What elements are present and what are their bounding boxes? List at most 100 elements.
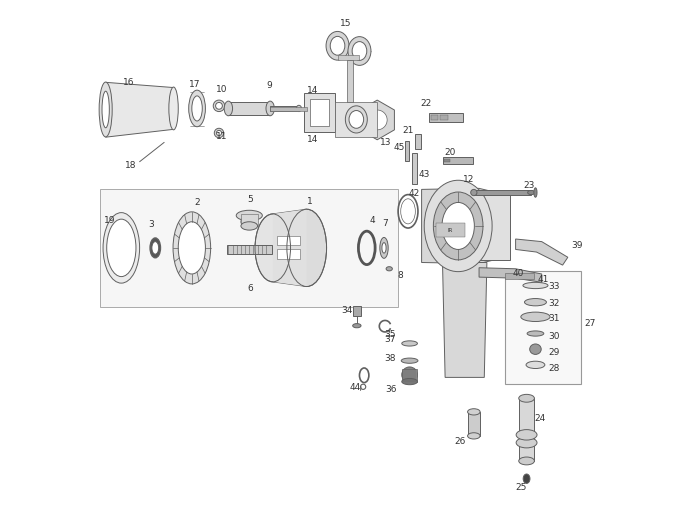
Polygon shape [479, 268, 542, 282]
Text: 23: 23 [523, 181, 535, 190]
Text: 13: 13 [380, 138, 391, 147]
Text: 44: 44 [349, 383, 360, 392]
Text: 22: 22 [420, 99, 431, 108]
Bar [347, 60, 353, 102]
Ellipse shape [215, 102, 222, 109]
Text: 12: 12 [463, 175, 474, 184]
Bar [441, 114, 447, 120]
Text: 32: 32 [548, 299, 560, 308]
Text: 19: 19 [104, 216, 115, 225]
Bar [277, 249, 300, 259]
Text: 9: 9 [266, 81, 272, 90]
Text: 31: 31 [548, 314, 560, 323]
Bar [443, 157, 473, 164]
Bar [479, 195, 510, 260]
Ellipse shape [255, 214, 291, 282]
Bar [505, 271, 581, 384]
Ellipse shape [266, 101, 275, 116]
Ellipse shape [468, 433, 480, 439]
Ellipse shape [216, 130, 222, 135]
Ellipse shape [353, 323, 361, 328]
Ellipse shape [530, 344, 541, 354]
Polygon shape [360, 100, 395, 140]
Ellipse shape [102, 91, 109, 128]
Ellipse shape [367, 110, 387, 130]
Text: 41: 41 [537, 275, 549, 284]
Ellipse shape [526, 361, 545, 369]
Bar [229, 102, 270, 115]
Ellipse shape [214, 128, 224, 138]
Ellipse shape [470, 190, 477, 196]
Bar [353, 307, 361, 316]
Bar [505, 273, 534, 279]
Text: 2: 2 [194, 198, 200, 207]
Text: 18: 18 [125, 161, 136, 171]
Ellipse shape [527, 331, 544, 336]
Ellipse shape [468, 409, 480, 415]
Ellipse shape [516, 437, 537, 448]
Ellipse shape [352, 41, 367, 60]
Ellipse shape [523, 282, 548, 289]
Ellipse shape [401, 367, 418, 383]
Ellipse shape [401, 379, 418, 385]
Bar [270, 107, 307, 111]
Ellipse shape [152, 242, 159, 254]
Text: 21: 21 [402, 127, 414, 135]
Text: 14: 14 [307, 86, 319, 94]
Bar [277, 236, 300, 245]
Text: 1: 1 [307, 197, 313, 206]
Ellipse shape [236, 211, 262, 220]
Text: 28: 28 [548, 364, 560, 373]
Bar [519, 398, 534, 461]
Text: 17: 17 [189, 80, 200, 89]
Ellipse shape [178, 222, 206, 274]
Ellipse shape [349, 111, 364, 128]
Bar [335, 117, 347, 121]
Ellipse shape [192, 96, 202, 121]
Text: 42: 42 [408, 189, 420, 198]
Text: 8: 8 [398, 271, 404, 280]
Ellipse shape [524, 299, 546, 306]
Text: 30: 30 [548, 332, 560, 341]
Ellipse shape [346, 106, 367, 133]
Ellipse shape [523, 474, 530, 484]
Bar [337, 55, 360, 60]
Polygon shape [273, 209, 307, 287]
Bar [412, 153, 418, 184]
Bar [335, 102, 377, 137]
Text: 33: 33 [548, 282, 560, 291]
Ellipse shape [189, 90, 206, 127]
Ellipse shape [442, 203, 475, 249]
Text: 43: 43 [419, 170, 431, 179]
Text: 5: 5 [247, 195, 253, 204]
Text: 40: 40 [513, 269, 524, 278]
Ellipse shape [516, 429, 537, 440]
Ellipse shape [103, 213, 139, 283]
Ellipse shape [401, 199, 415, 224]
Polygon shape [106, 82, 174, 137]
Text: 25: 25 [516, 482, 527, 491]
Bar [431, 114, 438, 120]
Ellipse shape [534, 188, 537, 197]
Text: 20: 20 [444, 149, 456, 158]
Text: 37: 37 [385, 335, 396, 344]
Ellipse shape [326, 32, 349, 60]
Ellipse shape [382, 243, 386, 253]
Ellipse shape [380, 237, 388, 258]
Ellipse shape [150, 238, 160, 258]
Text: 29: 29 [548, 348, 560, 357]
Text: 34: 34 [342, 306, 353, 315]
Bar [405, 141, 409, 161]
Text: 7: 7 [383, 219, 388, 228]
Polygon shape [516, 239, 568, 265]
Text: 45: 45 [394, 143, 406, 152]
Text: IR: IR [447, 228, 453, 233]
Ellipse shape [401, 341, 418, 346]
Ellipse shape [99, 82, 112, 137]
Ellipse shape [296, 106, 302, 112]
Text: 36: 36 [385, 385, 397, 394]
Bar [304, 93, 335, 132]
Text: 16: 16 [123, 78, 135, 87]
Ellipse shape [424, 180, 492, 271]
Bar [474, 190, 531, 195]
